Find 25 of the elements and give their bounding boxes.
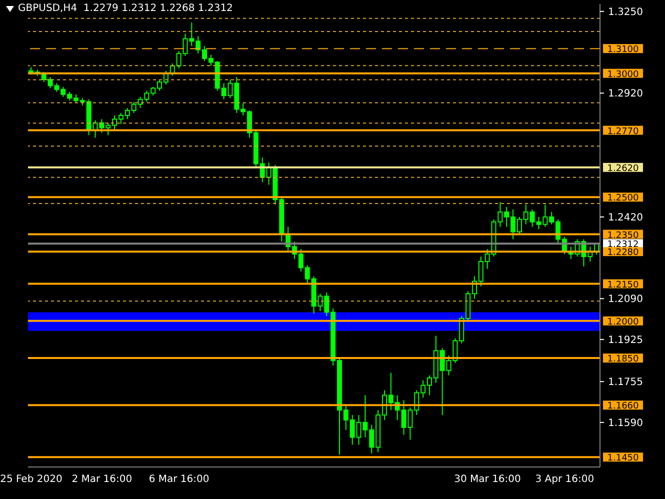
ref-line-label: 1.1850 bbox=[607, 354, 640, 365]
ref-line-label: 1.2620 bbox=[607, 164, 640, 174]
x-tick-label: 2 Mar 16:00 bbox=[72, 474, 132, 486]
ref-line-label: 1.2280 bbox=[607, 248, 640, 258]
y-tick-label: 1.2920 bbox=[608, 88, 643, 100]
ref-line-label: 1.2000 bbox=[607, 317, 640, 328]
ref-line-label: 1.3100 bbox=[607, 45, 640, 56]
ref-line-label: 1.2350 bbox=[607, 230, 640, 241]
x-tick-label: 25 Feb 2020 bbox=[0, 474, 62, 486]
x-tick-label: 3 Apr 16:00 bbox=[535, 474, 594, 486]
ref-line-label: 1.1660 bbox=[607, 402, 640, 412]
x-tick-label: 6 Mar 16:00 bbox=[148, 474, 210, 486]
y-tick-label: 1.1590 bbox=[608, 418, 643, 429]
ref-line-label: 1.1450 bbox=[607, 454, 640, 464]
y-tick-label: 1.3250 bbox=[608, 6, 643, 18]
x-tick-label: 30 Mar 16:00 bbox=[454, 474, 521, 486]
y-tick-label: 1.2090 bbox=[608, 294, 643, 306]
ref-line-label: 1.2500 bbox=[607, 194, 640, 204]
ref-line-label: 1.2150 bbox=[607, 280, 640, 290]
ref-line-label: 1.3000 bbox=[607, 70, 640, 80]
y-tick-label: 1.2420 bbox=[608, 212, 643, 224]
y-tick-label: 1.1755 bbox=[608, 377, 643, 388]
y-tick-label: 1.1925 bbox=[608, 335, 643, 346]
ref-line-label: 1.2770 bbox=[607, 126, 640, 137]
chart-title: GBPUSD,H4 1.2279 1.2312 1.2268 1.2312 bbox=[18, 3, 233, 14]
